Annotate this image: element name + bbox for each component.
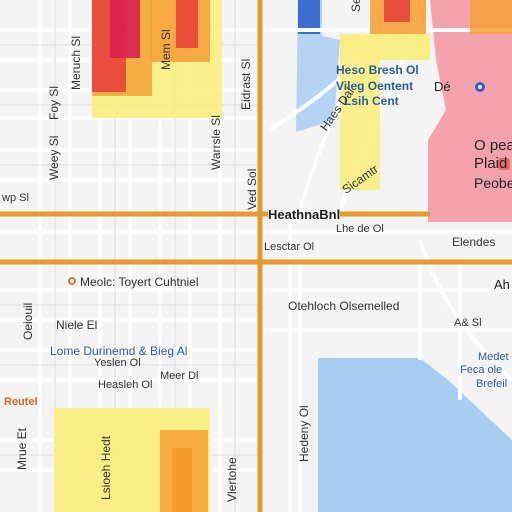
water-lower-right	[318, 358, 512, 512]
poi-label: Meer Dl	[160, 370, 199, 382]
road-label: Lesctar Ol	[264, 241, 315, 253]
place-label: O pear	[474, 137, 512, 154]
poi-label: Reutel	[4, 396, 38, 408]
street-label: Weey Sl	[47, 135, 61, 180]
place-label: Plaid	[474, 155, 508, 172]
street-label: Warrsle Sl	[209, 115, 223, 170]
poi-label[interactable]: Meolc: Toyert Cuhtniel	[80, 275, 199, 289]
poi-marker-icon[interactable]	[68, 277, 76, 285]
road-label: Elendes	[452, 235, 496, 249]
place-label: Ah	[494, 277, 510, 292]
poi-label: Niele El	[56, 318, 98, 332]
poi-label[interactable]: Otehloch Olsemelled	[288, 299, 400, 313]
park-zone	[428, 0, 512, 222]
street-label: Oeiouil	[21, 302, 35, 340]
street-label: wp Sl	[2, 192, 29, 204]
poi-label: Yeslen Ol	[94, 357, 141, 369]
place-label: Lsih Cent	[344, 94, 399, 108]
street-label: Ved Sol	[245, 168, 259, 210]
place-label: Feca ole	[460, 364, 503, 376]
street-label: Vlertohe	[225, 457, 239, 502]
poi-label: A& Sl	[454, 317, 482, 329]
place-label: Brefeil	[476, 378, 508, 390]
place-label: Dé	[434, 79, 451, 94]
place-label: Heso Bresh Ol	[336, 63, 419, 77]
heatmap-layer	[54, 0, 512, 512]
street-label: Eidrast Sl	[239, 58, 253, 110]
place-label: Vileg Oentent	[336, 79, 414, 93]
poi-red-marker-icon[interactable]	[498, 158, 510, 170]
street-label: Mem Sl	[159, 29, 173, 70]
poi-label[interactable]: Lome Durinemd & Bieg Al	[50, 344, 188, 358]
street-label: Mrue Et	[15, 427, 29, 470]
location-pin-icon[interactable]	[475, 82, 485, 92]
place-label: Peobe	[474, 175, 512, 191]
poi-label: Heasleh Ol	[98, 379, 153, 391]
place-label: Medet	[478, 351, 509, 363]
street-label: Lsioeh Hedt	[99, 435, 113, 500]
street-label: Meruch Sl	[69, 35, 83, 90]
street-label: Hedeny Ol	[297, 405, 311, 462]
road-label-main[interactable]: HeathnaBnl	[268, 207, 341, 222]
street-label: Seelde	[349, 0, 363, 12]
street-label: Foy Sl	[47, 85, 61, 120]
water-small-blue	[298, 0, 320, 34]
road-label: Lhe de Ol	[336, 223, 384, 235]
